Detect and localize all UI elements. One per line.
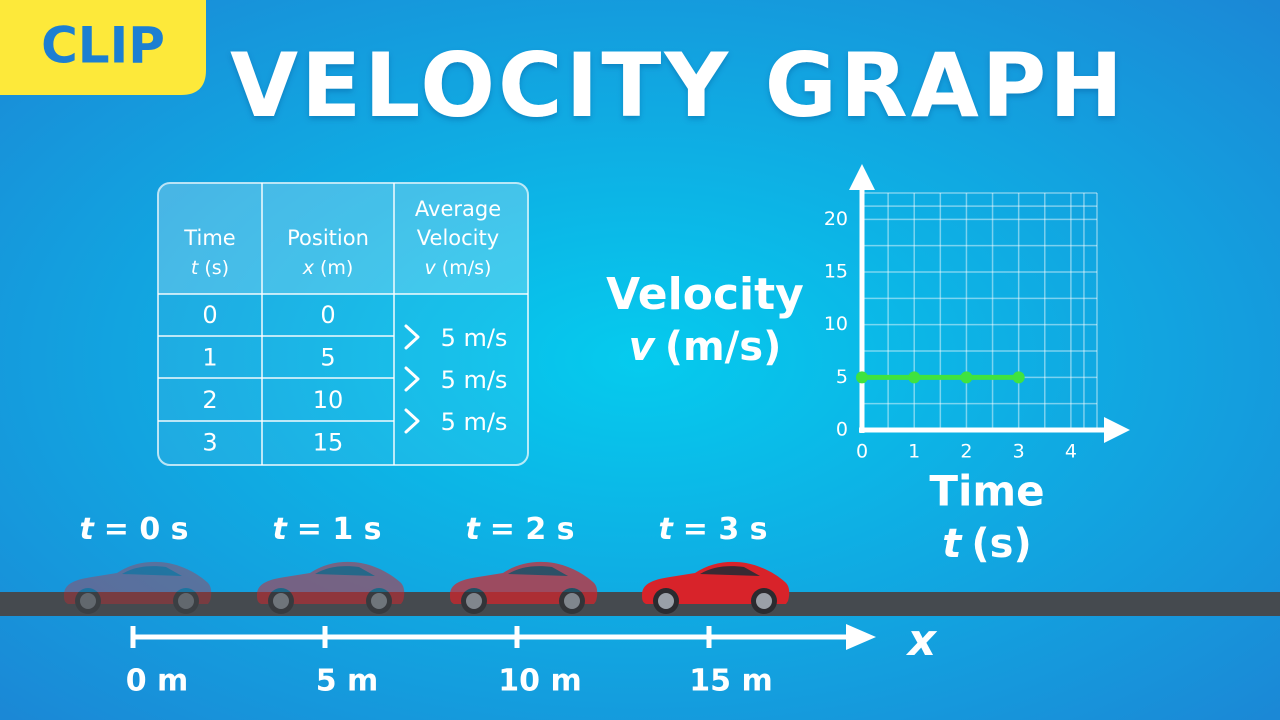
- x-tick-label: 4: [1065, 441, 1077, 463]
- x-tick-label: 0: [856, 441, 868, 463]
- table-header-unit-part: (m/s): [442, 257, 492, 279]
- table-header: Position: [287, 226, 369, 250]
- table-cell: 0: [202, 301, 217, 329]
- position-label: 10 m: [498, 664, 581, 699]
- time-label-part: t: [79, 512, 95, 547]
- y-tick-label: 15: [824, 261, 848, 283]
- y-tick-label: 20: [824, 208, 848, 230]
- time-label: t = 3 s: [658, 512, 767, 547]
- position-label: 15 m: [689, 664, 772, 699]
- x-axis-label: Time: [929, 467, 1044, 516]
- y-tick-label: 10: [824, 313, 848, 335]
- road: [0, 592, 1280, 616]
- y-axis-unit: v (m/s): [629, 324, 782, 370]
- table-header-unit-part: t: [191, 257, 200, 279]
- badge-text: CLIP: [41, 17, 165, 75]
- car: [450, 561, 598, 614]
- table-header-unit-part: (m): [320, 257, 353, 279]
- car: [64, 561, 212, 614]
- car-rim: [658, 593, 674, 609]
- car-rim: [564, 593, 580, 609]
- car-window: [315, 566, 375, 576]
- series-point: [908, 371, 921, 384]
- position-label: 5 m: [316, 664, 379, 699]
- series-point: [1012, 371, 1025, 384]
- x-tick-label: 2: [960, 441, 972, 463]
- car-rim: [466, 593, 482, 609]
- time-label-part: = 3 s: [683, 512, 768, 547]
- title: VELOCITY GRAPH: [230, 34, 1126, 137]
- car-wheel: [75, 588, 101, 614]
- position-label: 0 m: [126, 664, 189, 699]
- velocity-brackets: [404, 324, 420, 434]
- chart-axes: [849, 164, 1130, 443]
- y-axis-unit-part: (m/s): [665, 324, 782, 370]
- distance-axis-label: x: [906, 615, 938, 666]
- car-window: [508, 566, 568, 576]
- series-point: [960, 371, 973, 384]
- table-header-unit: x (m): [302, 257, 354, 279]
- table-cell: 15: [313, 429, 344, 457]
- car-rim: [178, 593, 194, 609]
- car-rim: [80, 593, 96, 609]
- y-axis-label: Velocity: [606, 269, 804, 320]
- car-wheel: [173, 588, 199, 614]
- table-cell: 3: [202, 429, 217, 457]
- table-header: Velocity: [417, 226, 499, 250]
- y-tick-label: 5: [836, 366, 848, 388]
- time-label: t = 1 s: [272, 512, 381, 547]
- x-axis-unit-part: (s): [971, 521, 1031, 567]
- time-label: t = 2 s: [465, 512, 574, 547]
- table-cell: 1: [202, 344, 217, 372]
- time-label-part: t: [658, 512, 674, 547]
- car-rim: [756, 593, 772, 609]
- x-tick-label: 1: [908, 441, 920, 463]
- car-rim: [371, 593, 387, 609]
- table-frame: [157, 182, 529, 466]
- table-cell: 2: [202, 386, 217, 414]
- table-cell: 5: [320, 344, 335, 372]
- car-body: [64, 561, 212, 604]
- time-label-part: t: [272, 512, 288, 547]
- table-velocity: 5 m/s: [441, 366, 508, 394]
- series-point: [856, 371, 868, 384]
- table-header: Average: [415, 197, 501, 221]
- time-label-part: t: [465, 512, 481, 547]
- x-axis-unit-part: t: [942, 521, 963, 567]
- table-header-unit-part: (s): [204, 257, 229, 279]
- table-velocity: 5 m/s: [441, 324, 508, 352]
- table-header: Time: [183, 226, 235, 250]
- table-header-unit-part: v: [425, 257, 437, 279]
- time-label-part: = 1 s: [297, 512, 382, 547]
- table-header-unit-part: x: [302, 257, 315, 279]
- car-rim: [273, 593, 289, 609]
- badge: [0, 0, 206, 95]
- table-header-unit: t (s): [191, 257, 229, 279]
- y-axis-unit-part: v: [629, 324, 657, 370]
- time-label-part: = 0 s: [104, 512, 189, 547]
- time-label: t = 0 s: [79, 512, 188, 547]
- table-header-bg: [159, 184, 527, 294]
- car-window: [700, 566, 760, 576]
- table-cell: 10: [313, 386, 344, 414]
- table: [157, 182, 529, 466]
- table-lines: [158, 183, 528, 465]
- x-axis-unit: t (s): [942, 521, 1032, 567]
- table-velocity: 5 m/s: [441, 408, 508, 436]
- distance-axis: [130, 624, 876, 650]
- car: [642, 561, 790, 614]
- car: [257, 561, 405, 614]
- x-tick-label: 3: [1013, 441, 1025, 463]
- car-window: [122, 566, 182, 576]
- table-cell: 0: [320, 301, 335, 329]
- y-tick-label: 0: [836, 419, 848, 441]
- time-label-part: = 2 s: [490, 512, 575, 547]
- table-header-unit: v (m/s): [425, 257, 492, 279]
